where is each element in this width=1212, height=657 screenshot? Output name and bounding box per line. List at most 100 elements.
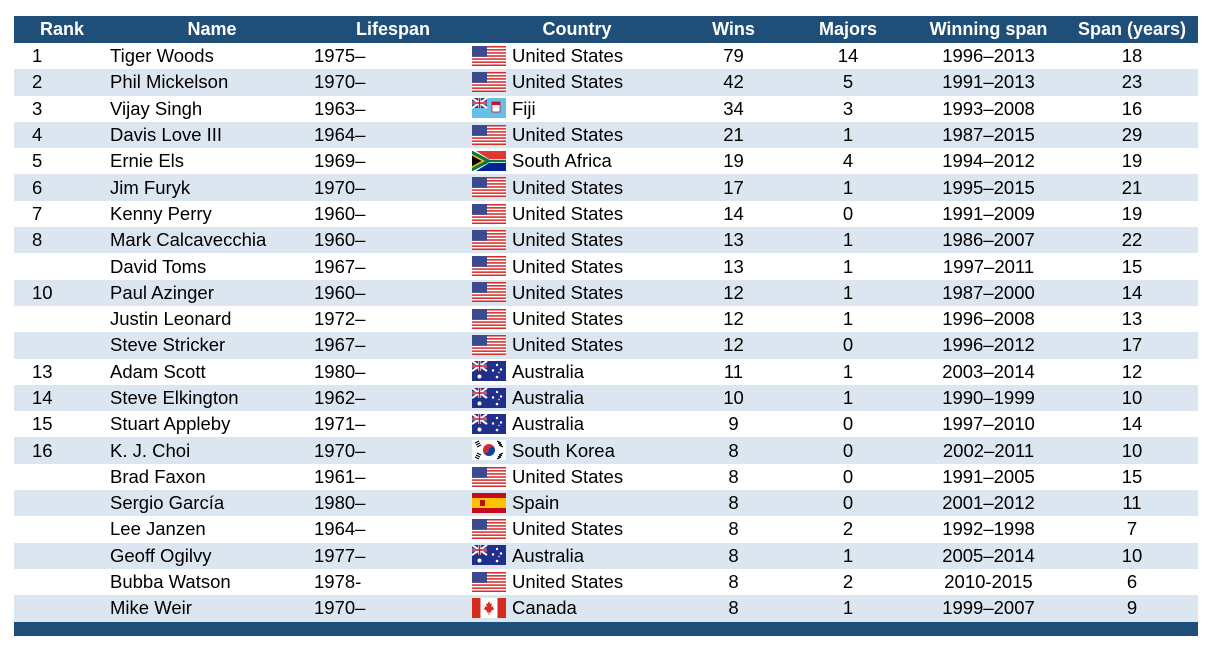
country-name: United States: [512, 518, 624, 540]
table-row: Justin Leonard 1972– United States 12 1 1996–…: [14, 305, 1198, 333]
lifespan-cell: 1967–: [314, 332, 472, 359]
lifespan-cell: 1978-: [314, 568, 472, 596]
rank-cell: [14, 568, 110, 596]
rank-cell: [14, 332, 110, 359]
table-row: 15 Stuart Appleby 1971– Australia 9 0 1997–201…: [14, 411, 1198, 438]
span-years-cell: 13: [1066, 305, 1198, 333]
wins-cell: 8: [682, 568, 785, 596]
span-years-cell: 12: [1066, 358, 1198, 385]
country-cell: United States: [472, 121, 682, 149]
south-africa-flag-icon: [472, 150, 506, 171]
country-name: United States: [512, 229, 624, 251]
wins-cell: 12: [682, 279, 785, 306]
wins-cell: 8: [682, 437, 785, 464]
country-cell: United States: [472, 568, 682, 596]
country-name: Australia: [512, 387, 584, 408]
winning-span-cell: 2002–2011: [911, 437, 1066, 464]
column-header-lifespan: Lifespan: [314, 16, 472, 43]
rank-cell: 6: [14, 174, 110, 201]
majors-cell: 1: [785, 174, 911, 201]
country-name: South Korea: [512, 439, 615, 461]
span-years-cell: 16: [1066, 95, 1198, 122]
wins-cell: 21: [682, 121, 785, 149]
span-years-cell: 15: [1066, 463, 1198, 491]
wins-cell: 13: [682, 253, 785, 280]
lifespan-cell: 1977–: [314, 542, 472, 569]
majors-cell: 1: [785, 358, 911, 385]
column-header-winning-span: Winning span: [911, 16, 1066, 43]
player-name-cell: Phil Mickelson: [110, 69, 314, 96]
country-cell: United States: [472, 227, 682, 254]
country-cell: United States: [472, 200, 682, 228]
winning-span-cell: 1987–2000: [911, 279, 1066, 306]
table-row: 5 Ernie Els 1969– South Africa 19 4 1994–2012 1…: [14, 148, 1198, 175]
rank-cell: [14, 516, 110, 543]
column-header-span-years: Span (years): [1066, 16, 1198, 43]
table-row: 13 Adam Scott 1980– Australia 11 1 2003–2014 12: [14, 358, 1198, 385]
winning-span-cell: 1986–2007: [911, 227, 1066, 254]
table-footer-bar: [14, 621, 1198, 636]
wins-cell: 8: [682, 463, 785, 491]
table-row: David Toms 1967– United States 13 1 1997–2011…: [14, 253, 1198, 280]
wins-cell: 19: [682, 148, 785, 175]
table-row: Lee Janzen 1964– United States 8 2 1992–1998 7: [14, 516, 1198, 543]
wins-cell: 8: [682, 490, 785, 517]
us-flag-icon: [472, 203, 506, 224]
rank-cell: [14, 253, 110, 280]
player-name-cell: Geoff Ogilvy: [110, 542, 314, 569]
rank-cell: 4: [14, 121, 110, 149]
table-body: 1 Tiger Woods 1975– United States 79 14 1996–2…: [14, 43, 1198, 622]
country-name: United States: [512, 465, 624, 487]
wins-cell: 12: [682, 305, 785, 333]
majors-cell: 1: [785, 121, 911, 149]
player-name-cell: Jim Furyk: [110, 174, 314, 201]
majors-cell: 5: [785, 69, 911, 96]
winning-span-cell: 1995–2015: [911, 174, 1066, 201]
span-years-cell: 14: [1066, 279, 1198, 306]
winning-span-cell: 2003–2014: [911, 358, 1066, 385]
country-cell: Australia: [472, 411, 682, 438]
player-name-cell: Lee Janzen: [110, 516, 314, 543]
lifespan-cell: 1969–: [314, 148, 472, 175]
span-years-cell: 22: [1066, 227, 1198, 254]
span-years-cell: 18: [1066, 43, 1198, 70]
country-cell: South Africa: [472, 148, 682, 175]
country-name: South Africa: [512, 150, 612, 172]
wins-cell: 8: [682, 542, 785, 569]
lifespan-cell: 1971–: [314, 411, 472, 438]
us-flag-icon: [472, 466, 506, 487]
player-name-cell: Ernie Els: [110, 148, 314, 175]
lifespan-cell: 1960–: [314, 279, 472, 306]
table-row: 3 Vijay Singh 1963– Fiji 34 3 1993–2008 16: [14, 95, 1198, 122]
country-cell: United States: [472, 516, 682, 543]
table-row: Geoff Ogilvy 1977– Australia 8 1 2005–2014 10: [14, 542, 1198, 569]
majors-cell: 3: [785, 95, 911, 122]
player-name-cell: Davis Love III: [110, 121, 314, 149]
australia-flag-icon: [472, 361, 506, 382]
country-name: United States: [512, 45, 624, 67]
player-name-cell: Steve Stricker: [110, 332, 314, 359]
wins-cell: 79: [682, 43, 785, 70]
australia-flag-icon: [472, 413, 506, 434]
span-years-cell: 10: [1066, 437, 1198, 464]
player-name-cell: Mark Calcavecchia: [110, 227, 314, 254]
lifespan-cell: 1972–: [314, 305, 472, 333]
span-years-cell: 29: [1066, 121, 1198, 149]
majors-cell: 2: [785, 516, 911, 543]
majors-cell: 0: [785, 463, 911, 491]
rank-cell: 7: [14, 200, 110, 228]
table-row: 7 Kenny Perry 1960– United States 14 0 1991–20…: [14, 200, 1198, 228]
column-header-rank: Rank: [14, 16, 110, 43]
winning-span-cell: 1996–2013: [911, 43, 1066, 70]
table-row: 10 Paul Azinger 1960– United States 12 1 1987–…: [14, 279, 1198, 306]
wins-cell: 8: [682, 516, 785, 543]
winning-span-cell: 1991–2013: [911, 69, 1066, 96]
table-row: 2 Phil Mickelson 1970– United States 42 5 1991…: [14, 69, 1198, 96]
span-years-cell: 21: [1066, 174, 1198, 201]
player-name-cell: Bubba Watson: [110, 568, 314, 596]
span-years-cell: 23: [1066, 69, 1198, 96]
wins-cell: 14: [682, 200, 785, 228]
country-name: Spain: [512, 492, 560, 514]
country-cell: South Korea: [472, 437, 682, 464]
lifespan-cell: 1975–: [314, 43, 472, 70]
